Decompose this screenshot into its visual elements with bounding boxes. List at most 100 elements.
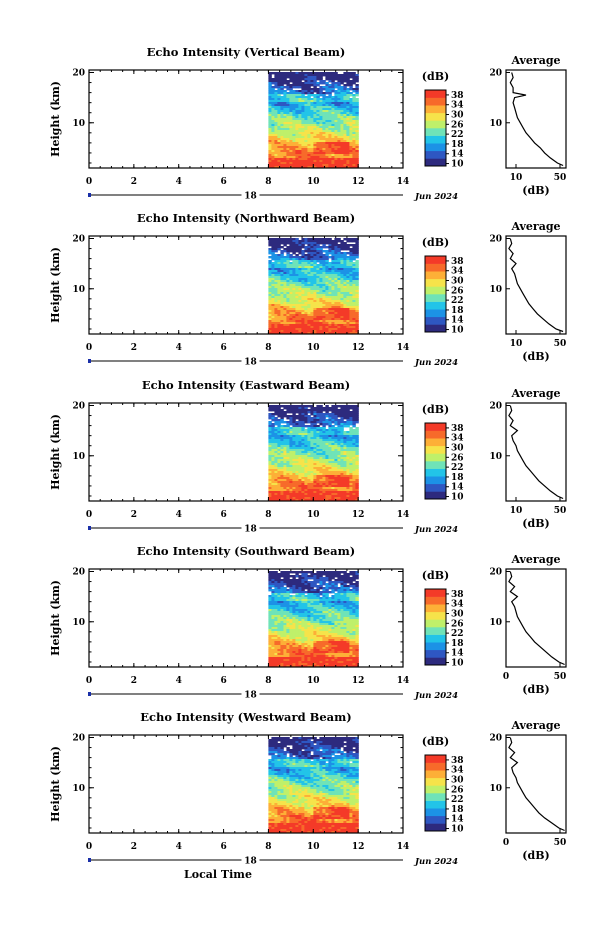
heatmap-cell [280,90,284,93]
heatmap-cell [331,585,335,588]
heatmap-cell [313,240,317,243]
heatmap-cell [310,158,314,161]
heatmap-cell [316,84,320,87]
heatmap-cell [274,152,278,155]
heatmap-cell [340,423,344,426]
heatmap-cell [307,126,311,129]
heatmap-cell [328,451,332,454]
heatmap-cell [280,78,284,81]
heatmap-cell [313,310,317,313]
heatmap-cell [319,142,323,145]
heatmap-cell [322,581,326,584]
heatmap-cell [346,330,350,333]
heatmap-cell [340,152,344,155]
heatmap-cell [304,435,308,438]
colorbar-segment [425,423,446,431]
heatmap-cell [304,497,308,500]
heatmap-cell [307,256,311,259]
heatmap-cell [346,148,350,151]
heatmap-cell [280,437,284,440]
heatmap-cell [319,575,323,578]
heatmap-cell [322,421,326,424]
heatmap-cell [328,154,332,157]
heatmap-cell [337,314,341,317]
heatmap-cell [277,126,281,129]
heatmap-cell [268,332,272,335]
heatmap-cell [328,94,332,97]
heatmap-cell [310,310,314,313]
heatmap-cell [313,260,317,263]
heatmap-cell [325,445,329,448]
heatmap-cell [298,585,302,588]
heatmap-cell [304,254,308,257]
heatmap-cell [295,320,299,323]
heatmap-cell [307,405,311,408]
heatmap-cell [337,264,341,267]
heatmap-cell [289,268,293,271]
heatmap-cell [280,304,284,307]
heatmap-cell [301,280,305,283]
heatmap-cell [343,469,347,472]
heatmap-cell [301,118,305,121]
heatmap-cell [271,493,275,496]
heatmap-cell [298,264,302,267]
heatmap-cell [328,437,332,440]
heatmap-cell [349,314,353,317]
heatmap-cell [331,130,335,133]
heatmap-cell [292,326,296,329]
heatmap-cell [316,413,320,416]
heatmap-cell [271,242,275,245]
heatmap-cell [292,435,296,438]
heatmap-cell [346,431,350,434]
heatmap-cell [352,78,356,81]
heatmap-cell [349,579,353,582]
heatmap-cell [334,419,338,422]
heatmap-cell [337,108,341,111]
heatmap-cell [334,250,338,253]
heatmap-cell [283,282,287,285]
heatmap-cell [346,455,350,458]
heatmap-cell [292,495,296,498]
heatmap-cell [325,585,329,588]
colorbar-tick-label: 18 [451,306,464,316]
heatmap-cell [331,150,335,153]
heatmap-cell [322,587,326,590]
heatmap-cell [346,272,350,275]
heatmap-cell [322,495,326,498]
heatmap-cell [340,447,344,450]
heatmap-cell [283,481,287,484]
day-label: 18 [244,525,257,535]
heatmap-cell [343,409,347,412]
heatmap-cell [319,439,323,442]
heatmap-cell [307,483,311,486]
heatmap-cell [319,489,323,492]
heatmap-cell [292,409,296,412]
heatmap-cell [325,156,329,159]
heatmap-cell [283,573,287,576]
heatmap-cell [277,116,281,119]
heatmap-cell [304,475,308,478]
heatmap-cell [292,76,296,79]
heatmap-cell [271,310,275,313]
heatmap-cell [292,244,296,247]
heatmap-cell [340,164,344,167]
heatmap-cell [346,439,350,442]
heatmap-cell [304,587,308,590]
heatmap-cell [298,324,302,327]
heatmap-cell [343,78,347,81]
heatmap-cell [316,134,320,137]
heatmap-cell [307,266,311,269]
heatmap-cell [280,583,284,586]
heatmap-cell [340,240,344,243]
heatmap-cell [334,138,338,141]
heatmap-cell [352,417,356,420]
heatmap-cell [274,433,278,436]
heatmap-cell [307,262,311,265]
heatmap-cell [277,487,281,490]
heatmap-cell [310,242,314,245]
heatmap-cell [340,312,344,315]
heatmap-cell [301,310,305,313]
heatmap-cell [346,76,350,79]
heatmap-cell [331,80,335,83]
heatmap-cell [280,252,284,255]
